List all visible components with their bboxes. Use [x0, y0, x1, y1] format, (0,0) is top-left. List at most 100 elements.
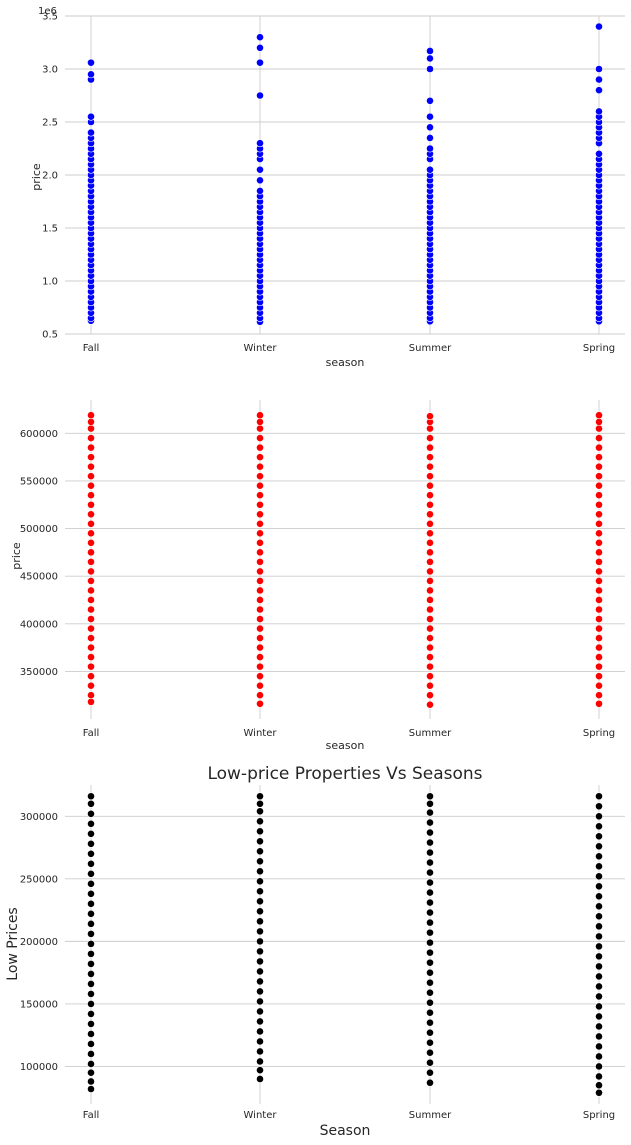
- data-point: [426, 918, 434, 927]
- data-point: [256, 165, 264, 174]
- data-point: [87, 462, 95, 471]
- y-offset-text: 1e6: [38, 6, 57, 17]
- data-point: [256, 917, 264, 926]
- data-point: [256, 33, 264, 42]
- data-point: [256, 1017, 264, 1026]
- data-point: [595, 75, 603, 84]
- data-point: [87, 548, 95, 557]
- data-point: [426, 133, 434, 142]
- data-point: [87, 411, 95, 420]
- data-point: [426, 878, 434, 887]
- data-point: [426, 653, 434, 662]
- data-point: [87, 1000, 95, 1008]
- data-point: [256, 577, 264, 585]
- data-point: [426, 1038, 434, 1047]
- data-point: [87, 819, 95, 828]
- data-point: [595, 643, 603, 652]
- data-point: [256, 91, 264, 100]
- data-point: [426, 808, 434, 817]
- data-point: [87, 792, 95, 801]
- data-point: [426, 510, 434, 519]
- data-point: [256, 792, 264, 801]
- data-point: [426, 868, 434, 877]
- data-point: [256, 605, 264, 614]
- data-point: [595, 22, 603, 31]
- data-point: [87, 577, 95, 585]
- y-tick-label: 3.0: [42, 65, 58, 76]
- data-point: [426, 123, 434, 132]
- data-point: [426, 1078, 434, 1087]
- y-tick-label: 350000: [20, 667, 58, 678]
- data-point: [595, 812, 603, 821]
- data-point: [87, 691, 95, 700]
- data-point: [256, 596, 264, 604]
- data-point: [426, 548, 434, 557]
- y-tick-labels: 0.5 1.0 1.5 2.0 2.5 3.0 3.5: [42, 12, 58, 341]
- y-tick-label: 250000: [20, 874, 58, 885]
- data-point: [256, 857, 264, 866]
- data-point: [426, 848, 434, 857]
- data-point: [426, 1008, 434, 1017]
- data-point: [256, 567, 264, 576]
- data-point: [256, 462, 264, 471]
- data-point: [426, 65, 434, 73]
- data-point: [595, 65, 603, 73]
- data-point: [87, 481, 95, 490]
- data-point: [87, 829, 95, 838]
- data-point: [87, 697, 95, 706]
- data-point: [426, 1058, 434, 1067]
- data-point: [595, 662, 603, 671]
- data-point: [256, 1047, 264, 1056]
- data-point: [426, 968, 434, 977]
- data-point: [426, 888, 434, 897]
- data-point: [595, 1088, 603, 1097]
- data-point: [595, 952, 603, 961]
- data-point: [87, 1077, 95, 1086]
- data-point: [87, 567, 95, 576]
- data-point: [87, 1010, 95, 1018]
- data-point: [256, 877, 264, 886]
- y-tick-label: 100000: [20, 1062, 58, 1073]
- data-point: [595, 681, 603, 690]
- data-point: [256, 411, 264, 420]
- data-point: [595, 1062, 603, 1071]
- data-point: [256, 799, 264, 808]
- data-point: [595, 942, 603, 951]
- y-axis-label: price: [10, 542, 23, 570]
- data-point: [426, 47, 434, 55]
- data-point: [595, 434, 603, 442]
- data-point: [426, 662, 434, 671]
- data-point: [87, 586, 95, 595]
- data-point: [256, 699, 264, 708]
- y-tick-label: 600000: [20, 429, 58, 440]
- data-point: [87, 500, 95, 509]
- y-tick-label: 1.5: [42, 224, 58, 235]
- data-point: [87, 1060, 95, 1068]
- x-tick-label: Winter: [244, 1110, 278, 1121]
- y-tick-label: 500000: [20, 524, 58, 535]
- data-point: [595, 653, 603, 662]
- data-point: [595, 972, 603, 981]
- data-point: [87, 596, 95, 604]
- scatter-points: [87, 792, 603, 1097]
- data-point: [595, 922, 603, 931]
- data-point: [87, 919, 95, 928]
- data-point: [595, 832, 603, 841]
- data-point: [595, 538, 603, 547]
- data-point: [595, 548, 603, 557]
- data-point: [256, 887, 264, 896]
- data-point: [426, 691, 434, 700]
- x-axis-label: season: [326, 739, 365, 752]
- data-point: [595, 411, 603, 420]
- data-point: [595, 418, 603, 426]
- x-tick-label: Summer: [409, 1110, 452, 1121]
- data-point: [595, 842, 603, 851]
- y-tick-label: 200000: [20, 937, 58, 948]
- data-point: [87, 472, 95, 481]
- data-point: [426, 491, 434, 500]
- data-point: [87, 128, 95, 137]
- data-point: [426, 443, 434, 452]
- x-tick-label: Spring: [583, 728, 615, 739]
- data-point: [426, 938, 434, 947]
- data-point: [595, 624, 603, 633]
